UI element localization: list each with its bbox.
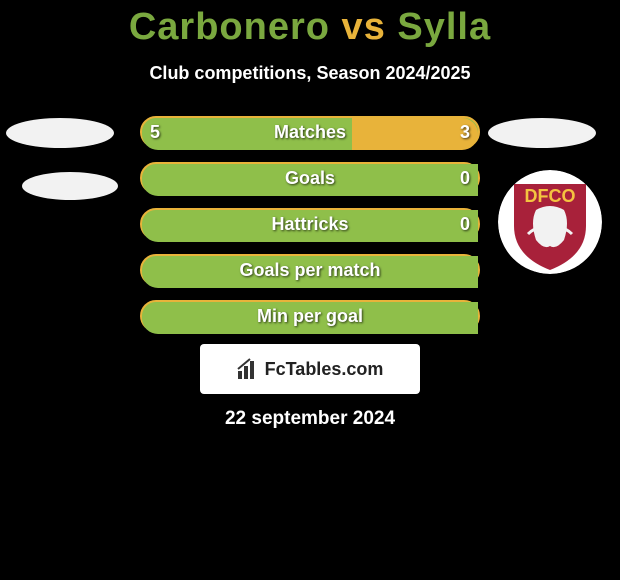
stat-row: Hattricks0 — [0, 208, 620, 254]
title-vs: vs — [330, 6, 397, 48]
bars-icon — [237, 358, 259, 380]
comparison-chart: DFCO Matches53Goals0Hattricks0Goals per … — [0, 116, 620, 346]
title-right: Sylla — [397, 6, 491, 48]
page-title: Carbonero vs Sylla — [0, 0, 620, 49]
stat-row: Matches5 3 — [0, 116, 620, 162]
stat-row: Goals0 — [0, 162, 620, 208]
date-label: 22 september 2024 — [0, 408, 620, 430]
stat-row: Min per goal — [0, 300, 620, 346]
subtitle: Club competitions, Season 2024/2025 — [0, 63, 620, 84]
stat-label: Matches — [0, 116, 620, 148]
stat-left-value: 5 — [150, 116, 160, 148]
stat-label: Goals per match — [0, 254, 620, 286]
stat-label: Hattricks — [0, 208, 620, 240]
stat-label: Min per goal — [0, 300, 620, 332]
stat-right-value: 0 — [460, 208, 470, 240]
brand-text: FcTables.com — [265, 359, 384, 380]
title-left: Carbonero — [129, 6, 330, 48]
stat-right-value: 0 — [460, 162, 470, 194]
stat-right-value: 3 — [460, 116, 470, 148]
stat-row: Goals per match — [0, 254, 620, 300]
stat-label: Goals — [0, 162, 620, 194]
brand-badge: FcTables.com — [200, 344, 420, 394]
